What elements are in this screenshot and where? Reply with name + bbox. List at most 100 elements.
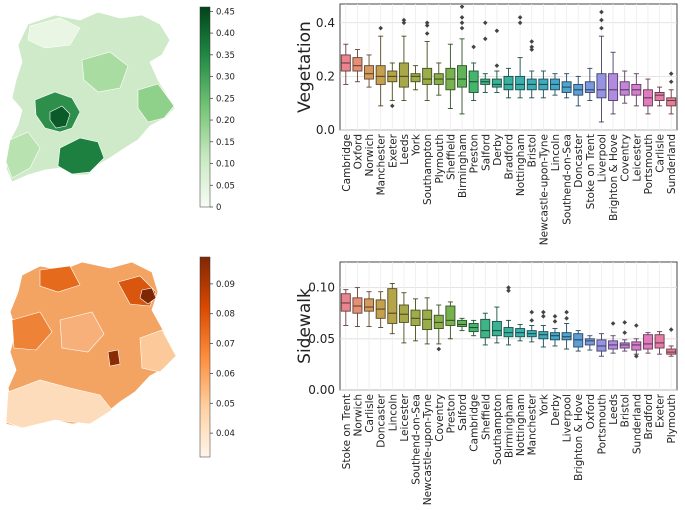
outlier-point bbox=[610, 321, 616, 326]
vegetation-colorbar-tick-label: 0 bbox=[216, 203, 221, 213]
box-iqr bbox=[387, 288, 398, 324]
box-iqr bbox=[398, 62, 409, 88]
box-iqr bbox=[608, 73, 619, 101]
vegetation-boxplot: 0.0 0.2 0.4 Cambridge Oxford Norwich Mancheste… bbox=[295, 3, 678, 245]
sidewalk-colorbar-tick-label: 0.09 bbox=[216, 280, 235, 290]
x-tick-label: Southampton bbox=[422, 134, 434, 205]
box-leeds bbox=[398, 17, 409, 101]
x-tick-label: Sunderland bbox=[666, 134, 678, 194]
box-iqr bbox=[654, 92, 665, 101]
outlier-point bbox=[401, 17, 407, 23]
x-tick-label: Coventry bbox=[620, 134, 632, 182]
box-iqr bbox=[596, 73, 607, 99]
x-tick-label: Sheffield bbox=[445, 134, 457, 180]
box-norwich bbox=[352, 287, 363, 327]
box-iqr bbox=[631, 341, 642, 351]
box-brighton-hove bbox=[608, 51, 619, 115]
outlier-point bbox=[541, 309, 546, 315]
sidewalk-map-region-light-south bbox=[5, 379, 113, 429]
x-tick-label: Cambridge bbox=[341, 134, 353, 192]
outlier-point bbox=[389, 103, 395, 109]
x-tick-label: Carlisle bbox=[655, 134, 667, 173]
box-iqr bbox=[375, 65, 386, 85]
box-iqr bbox=[457, 319, 467, 327]
outlier-point bbox=[459, 4, 465, 9]
sidewalk-colorbar-tick-label: 0.05 bbox=[216, 399, 235, 409]
outlier-point bbox=[668, 327, 674, 332]
outlier-point bbox=[668, 71, 674, 77]
outlier-point bbox=[634, 353, 639, 359]
box-sheffield bbox=[480, 312, 491, 346]
box-portsmouth bbox=[596, 333, 607, 357]
box-iqr bbox=[445, 305, 456, 326]
box-plymouth bbox=[433, 62, 444, 96]
y-axis-label: Sidewalk bbox=[295, 288, 315, 364]
box-sunderland bbox=[631, 323, 642, 359]
box-bradford bbox=[642, 332, 653, 354]
box-lincoln bbox=[387, 283, 398, 335]
x-tick-label: Liverpool bbox=[596, 134, 608, 182]
box-birmingham bbox=[503, 285, 514, 346]
x-tick-label: Manchester bbox=[527, 393, 539, 455]
vegetation-map-region-darkest bbox=[49, 105, 71, 129]
box-oxford bbox=[584, 335, 595, 351]
box-liverpool bbox=[596, 9, 607, 123]
outlier-point bbox=[541, 313, 546, 319]
box-portsmouth bbox=[642, 78, 653, 115]
x-tick-label: Exeter bbox=[655, 393, 667, 428]
box-birmingham bbox=[457, 4, 467, 115]
box-leicester bbox=[631, 73, 642, 107]
outlier-point bbox=[401, 20, 407, 26]
vegetation-colorbar: 0 0.05 0.10 0.15 0.20 0.25 0.30 0.35 0.40 0.45 bbox=[199, 6, 235, 213]
box-stoke-on-trent bbox=[340, 289, 351, 326]
box-iqr bbox=[364, 298, 375, 312]
box-derby bbox=[491, 28, 502, 93]
vegetation-colorbar-tick-label: 0.25 bbox=[216, 94, 235, 104]
outlier-point bbox=[494, 28, 500, 34]
x-tick-label: Doncaster bbox=[573, 133, 585, 187]
x-tick-label: Preston bbox=[445, 394, 457, 433]
sidewalk-colorbar-gradient bbox=[199, 256, 211, 458]
y-tick-label: 0.00 bbox=[308, 383, 335, 397]
box-iqr bbox=[584, 81, 595, 93]
vegetation-colorbar-tick-label: 0.10 bbox=[216, 160, 235, 170]
x-tick-label: Brighton & Hove bbox=[608, 134, 620, 221]
x-tick-label: Lincoln bbox=[387, 394, 399, 431]
box-nottingham bbox=[515, 324, 526, 342]
box-cambridge bbox=[340, 43, 351, 85]
box-newcastle-upon-tyne bbox=[538, 70, 549, 99]
x-tick-label: Doncaster bbox=[376, 393, 388, 447]
x-tick-label: Southend-on-Sea bbox=[411, 394, 423, 485]
sidewalk-boxplot: 0.00 0.05 0.10 Stoke on Trent Norwich Carlisl… bbox=[295, 261, 678, 505]
box-doncaster bbox=[573, 75, 584, 107]
vegetation-map-region-south bbox=[57, 137, 105, 175]
outlier-point bbox=[599, 17, 604, 23]
x-tick-label: Coventry bbox=[434, 394, 446, 442]
outlier-point bbox=[529, 318, 535, 323]
outlier-point bbox=[552, 313, 558, 319]
vegetation-map-region-east bbox=[137, 83, 175, 123]
box-iqr bbox=[619, 81, 630, 96]
x-tick-label: Derby bbox=[550, 394, 562, 426]
outlier-point bbox=[564, 316, 569, 321]
x-tick-label: Norwich bbox=[364, 134, 376, 177]
box-iqr bbox=[642, 334, 653, 350]
box-norwich bbox=[364, 54, 375, 88]
sidewalk-map-region-hotspot-east bbox=[107, 349, 121, 367]
outlier-point bbox=[599, 25, 604, 31]
y-tick-label: 0.05 bbox=[308, 332, 335, 346]
x-tick-label: Oxford bbox=[585, 394, 597, 429]
vegetation-map-region-mid bbox=[81, 51, 129, 93]
box-iqr bbox=[503, 75, 514, 91]
box-iqr bbox=[654, 334, 665, 349]
x-tick-label: Leicester bbox=[631, 133, 643, 181]
box-sheffield bbox=[445, 43, 456, 110]
box-coventry bbox=[619, 70, 630, 104]
box-iqr bbox=[666, 97, 677, 107]
x-tick-label: Salford bbox=[480, 134, 492, 171]
vegetation-colorbar-tick-label: 0.05 bbox=[216, 181, 235, 191]
box-plymouth bbox=[666, 327, 677, 357]
x-tick-label: Birmingham bbox=[504, 394, 516, 458]
outlier-point bbox=[482, 20, 488, 26]
outlier-point bbox=[482, 36, 488, 42]
